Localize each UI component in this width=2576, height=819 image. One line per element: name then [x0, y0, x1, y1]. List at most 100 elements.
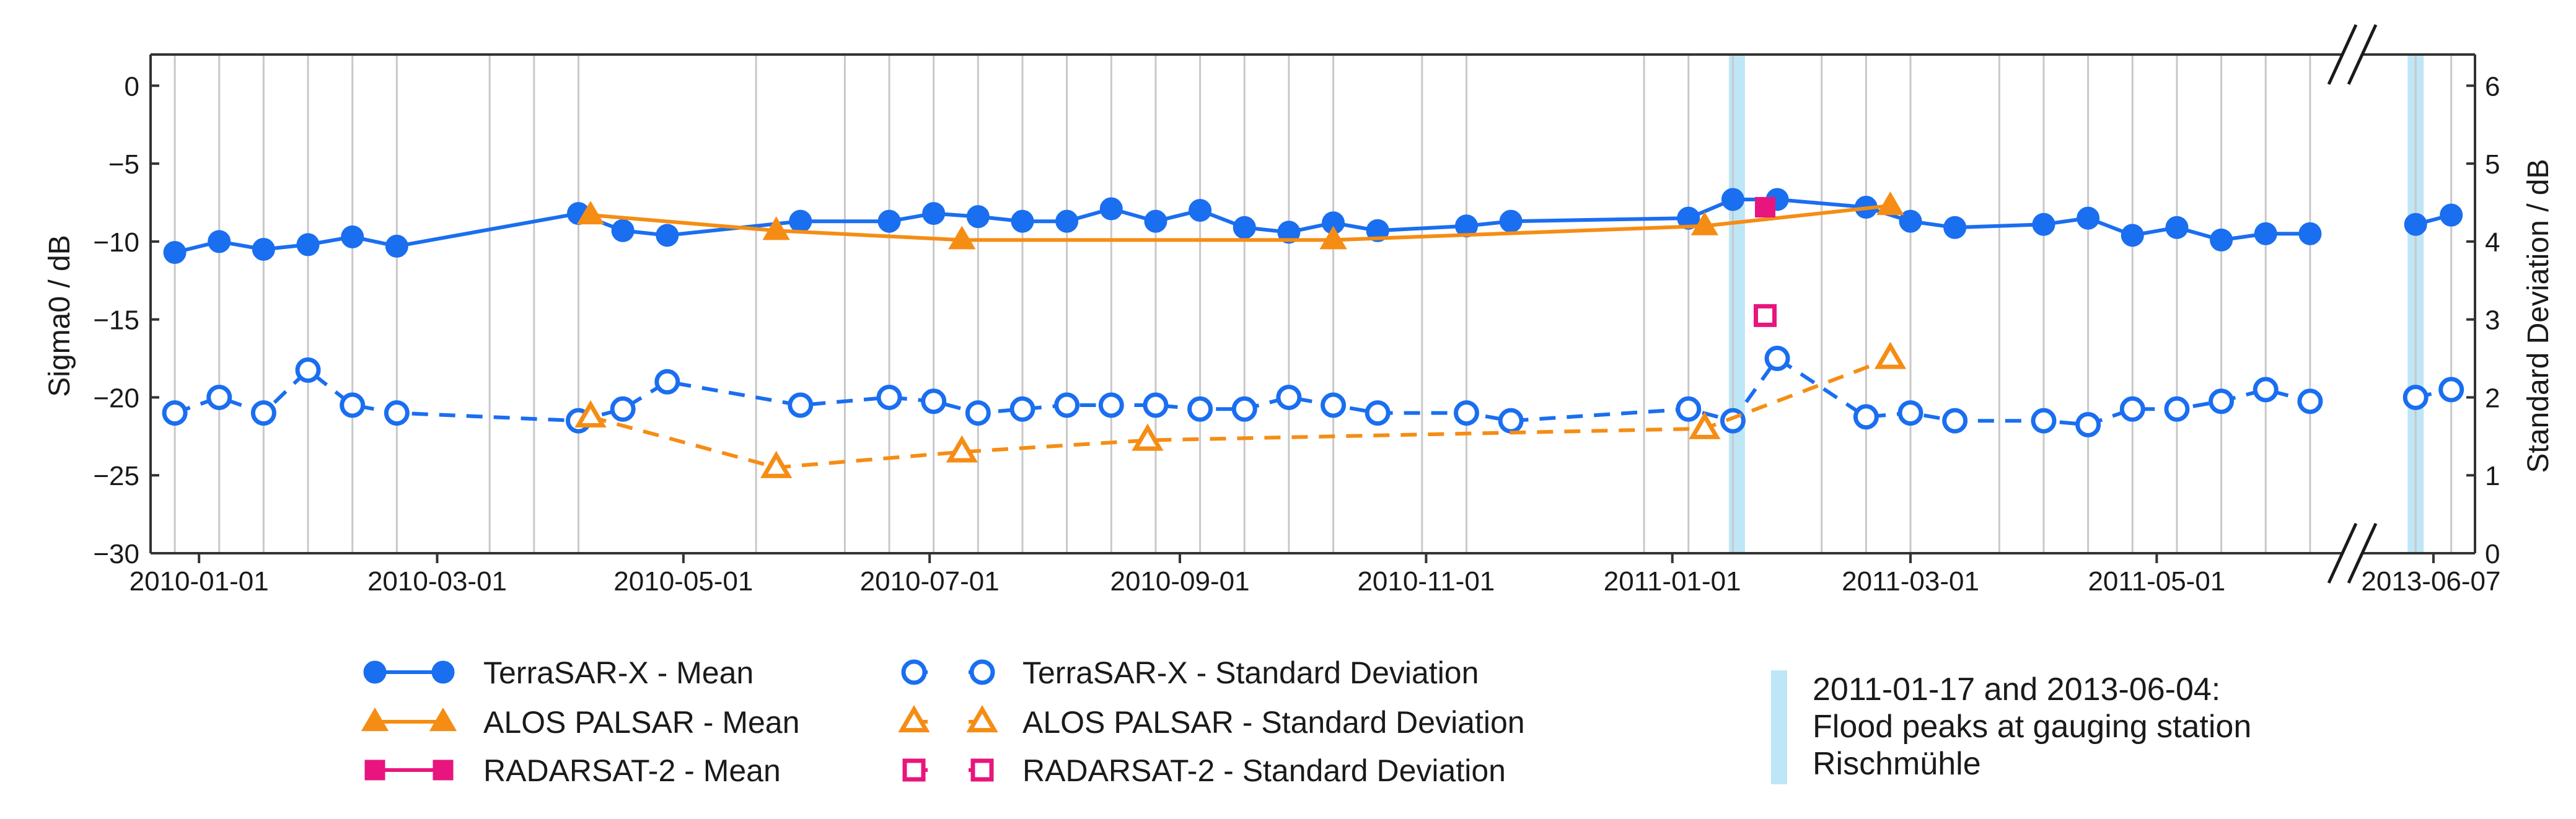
right-tick-label: 0: [2485, 539, 2500, 569]
legend-marker: [901, 659, 927, 685]
x-tick-label: 2011-03-01: [1842, 566, 1979, 597]
axis-frame: [149, 53, 2476, 554]
left-tick-label: −10: [93, 227, 139, 258]
axis-break: [2327, 24, 2378, 584]
flood-band-2011-01-17: [1728, 55, 1745, 553]
data-point: [341, 225, 364, 248]
data-point: [1454, 400, 1480, 426]
data-point: [1143, 392, 1169, 418]
x-tick-label: 2010-09-01: [1110, 566, 1249, 597]
data-point: [2075, 411, 2101, 437]
data-point: [921, 388, 947, 414]
data-point: [1365, 400, 1391, 426]
legend-marker: [902, 758, 926, 782]
legend-item-terrasar-x-mean: TerraSAR-X - Mean: [363, 655, 754, 690]
axis-ticks: 0 −5 −10 −15 −20 −25 −30 0 1 2 3 4 5 6 2010-01-01 2010-…: [93, 71, 2500, 597]
legend-flood-line-1: 2011-01-17 and 2013-06-04:: [1813, 672, 2220, 707]
legend-marker: [898, 705, 930, 733]
x-tick-label: 2010-05-01: [613, 566, 753, 597]
data-point: [2031, 408, 2057, 434]
series-terrasar-x-standard-deviation: [162, 346, 2464, 437]
data-point: [2119, 396, 2145, 422]
legend-marker: [431, 660, 455, 684]
data-point: [2032, 212, 2055, 236]
data-point: [1499, 209, 1523, 233]
data-point: [965, 400, 991, 426]
data-point: [1721, 188, 1744, 211]
data-point: [1897, 400, 1923, 426]
series-radarsat-2-standard-deviation: [1754, 304, 1777, 327]
legend-marker: [363, 660, 387, 684]
data-point: [760, 450, 793, 478]
data-point: [656, 224, 679, 247]
data-point: [1690, 211, 1718, 235]
data-point: [1321, 392, 1347, 418]
data-point: [789, 209, 812, 233]
axis-break-mark-1: [2347, 24, 2378, 85]
series-radarsat-2-mean: [1755, 197, 1776, 218]
left-tick-label: −25: [93, 461, 139, 491]
legend-marker: [969, 659, 995, 685]
data-point: [1144, 209, 1167, 233]
legend-label: ALOS PALSAR - Standard Deviation: [1022, 705, 1525, 740]
legend-item-radarsat-2-standard-deviation: RADARSAT-2 - Standard Deviation: [902, 753, 1506, 788]
data-series: [162, 188, 2464, 478]
legend-marker: [361, 707, 389, 732]
data-point: [1943, 216, 1967, 239]
legend-item-alos-palsar-standard-deviation: ALOS PALSAR - Standard Deviation: [898, 705, 1525, 740]
data-point: [1754, 304, 1777, 327]
data-point: [1277, 221, 1301, 244]
data-point: [2164, 396, 2190, 422]
right-tick-label: 2: [2485, 383, 2500, 413]
legend-flood: 2011-01-17 and 2013-06-04: Flood peaks a…: [1771, 670, 2251, 784]
left-tick-label: 0: [125, 71, 139, 102]
x-tick-label: 2010-11-01: [1357, 566, 1495, 597]
data-point: [2254, 222, 2277, 245]
data-point: [1319, 226, 1347, 250]
legend-flood-swatch: [1771, 670, 1787, 784]
data-point: [2077, 206, 2100, 230]
legend-marker: [429, 707, 457, 732]
right-tick-label: 6: [2485, 71, 2500, 102]
series-line: [590, 204, 1891, 242]
data-point: [1764, 346, 1790, 372]
legend-flood-line-3: Rischmühle: [1813, 746, 1981, 782]
data-point: [1853, 404, 1879, 430]
data-point: [611, 219, 635, 242]
data-point: [1942, 408, 1968, 434]
data-point: [876, 384, 902, 410]
data-point: [1689, 411, 1721, 439]
data-point: [966, 205, 990, 229]
flood-peak-bands: [1728, 55, 2424, 553]
data-point: [1054, 392, 1080, 418]
legend-marker: [433, 760, 454, 781]
data-point: [385, 234, 408, 258]
legend-item-radarsat-2-mean: RADARSAT-2 - Mean: [364, 753, 781, 788]
data-point: [163, 240, 187, 264]
data-point: [296, 233, 320, 256]
legend-item-alos-palsar-mean: ALOS PALSAR - Mean: [361, 705, 799, 740]
data-point: [1276, 384, 1302, 410]
left-tick-label: −5: [108, 149, 139, 180]
series-alos-palsar-mean: [576, 191, 1904, 250]
series-line: [590, 356, 1891, 470]
series-terrasar-x-mean: [163, 188, 2463, 264]
data-point: [1098, 392, 1124, 418]
x-tick-label-break: 2013-06-07: [2361, 566, 2500, 597]
x-tick-label: 2011-05-01: [2088, 566, 2225, 597]
x-tick-label: 2010-03-01: [367, 566, 507, 597]
data-point: [2121, 224, 2144, 247]
series-alos-palsar-standard-deviation: [574, 341, 1907, 478]
data-point: [788, 392, 814, 418]
data-point: [1011, 209, 1034, 233]
data-point: [295, 357, 321, 383]
legend-marker: [966, 705, 998, 733]
data-point: [1676, 396, 1702, 422]
data-point: [948, 226, 976, 250]
data-point: [610, 396, 636, 422]
data-point: [922, 202, 946, 226]
right-tick-label: 4: [2485, 227, 2500, 258]
data-point: [576, 201, 605, 225]
